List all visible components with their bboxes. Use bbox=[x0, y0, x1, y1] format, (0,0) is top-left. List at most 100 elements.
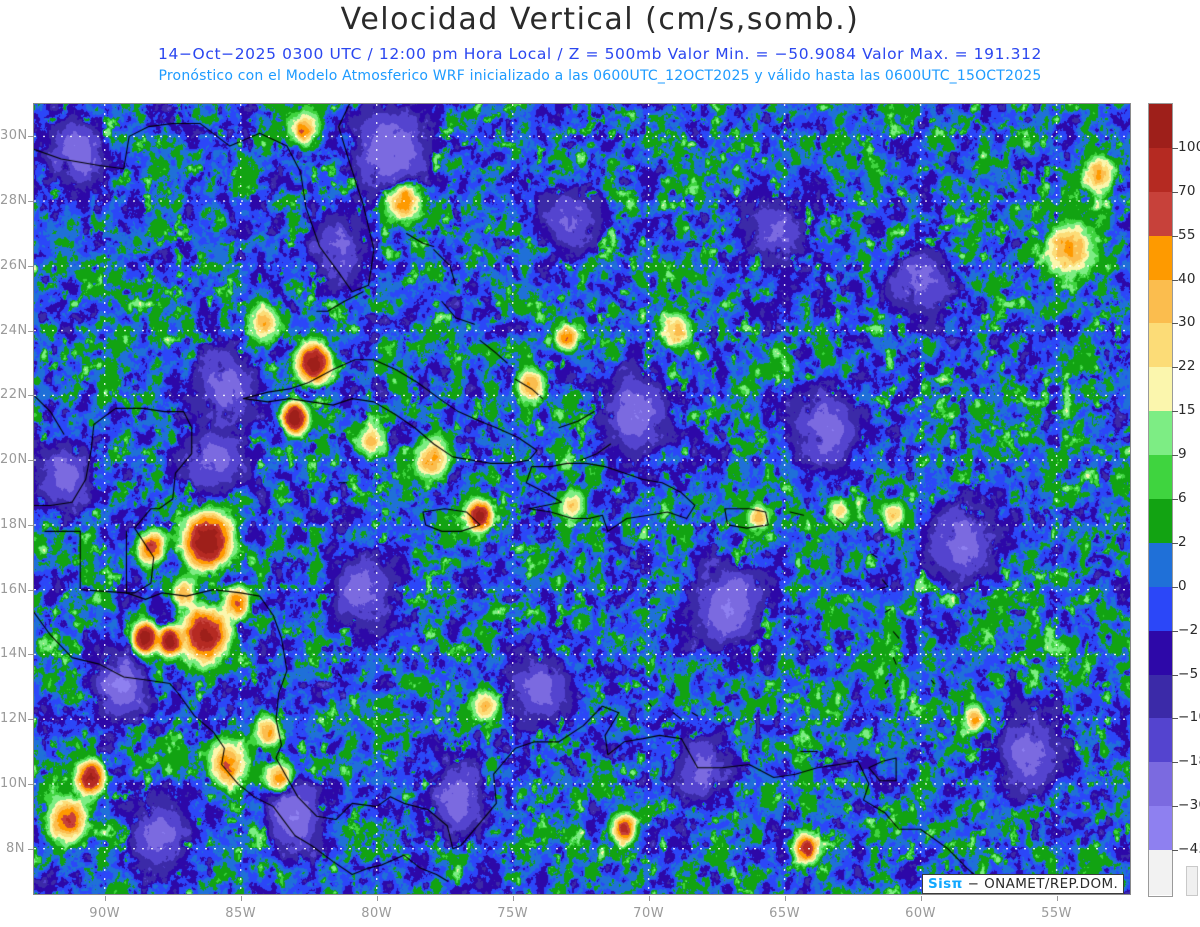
colorbar-tick bbox=[1172, 718, 1178, 720]
x-axis-label: 60W bbox=[905, 906, 937, 921]
y-axis-tick bbox=[28, 848, 33, 850]
x-axis-tick bbox=[376, 896, 378, 901]
y-axis-tick bbox=[28, 654, 33, 656]
colorbar-segment bbox=[1149, 586, 1172, 632]
colorbar-tick-label: 2 bbox=[1178, 533, 1187, 550]
colorbar-segment bbox=[1149, 279, 1172, 325]
colorbar-tick-label: 55 bbox=[1178, 226, 1196, 243]
colorbar-tick-label: 30 bbox=[1178, 314, 1196, 331]
x-axis-tick bbox=[920, 896, 922, 901]
coastline-overlay bbox=[34, 104, 1130, 894]
map-plot-area[interactable] bbox=[33, 103, 1131, 895]
colorbar[interactable] bbox=[1148, 103, 1173, 897]
x-axis-label: 80W bbox=[361, 906, 393, 921]
colorbar-tick bbox=[1172, 411, 1178, 413]
colorbar-tick-label: 15 bbox=[1178, 402, 1196, 419]
colorbar-segment bbox=[1149, 147, 1172, 193]
x-axis-tick bbox=[784, 896, 786, 901]
colorbar-tick bbox=[1172, 674, 1178, 676]
y-axis-tick bbox=[28, 719, 33, 721]
colorbar-tick-label: −18 bbox=[1178, 753, 1200, 770]
colorbar-segment bbox=[1149, 104, 1172, 149]
y-axis-label: 14N bbox=[0, 646, 28, 662]
y-axis-label: 20N bbox=[0, 452, 28, 468]
colorbar-tick bbox=[1172, 630, 1178, 632]
x-axis-label: 70W bbox=[633, 906, 665, 921]
y-axis-label: 28N bbox=[0, 193, 28, 209]
model-description-line: Pronóstico con el Modelo Atmosferico WRF… bbox=[158, 68, 1042, 84]
y-axis-tick bbox=[28, 589, 33, 591]
colorbar-segment bbox=[1149, 235, 1172, 281]
colorbar-segment bbox=[1149, 806, 1172, 851]
colorbar-segment bbox=[1149, 762, 1172, 807]
organization-label: − ONAMET/REP.DOM. bbox=[967, 876, 1119, 892]
x-axis-tick bbox=[240, 896, 242, 901]
colorbar-segment bbox=[1149, 367, 1172, 412]
x-axis-tick bbox=[1056, 896, 1058, 901]
colorbar-tick bbox=[1172, 762, 1178, 764]
y-axis-label: 10N bbox=[0, 775, 28, 791]
x-axis-tick bbox=[512, 896, 514, 901]
x-axis-label: 55W bbox=[1041, 906, 1073, 921]
colorbar-segment bbox=[1149, 455, 1172, 500]
colorbar-segment bbox=[1149, 850, 1172, 895]
forecast-metadata-line: 14−Oct−2025 0300 UTC / 12:00 pm Hora Loc… bbox=[158, 45, 1042, 63]
colorbar-tick-label: 22 bbox=[1178, 358, 1196, 375]
colorbar-tick-label: 70 bbox=[1178, 182, 1196, 199]
x-axis-label: 85W bbox=[225, 906, 257, 921]
y-axis-tick bbox=[28, 136, 33, 138]
x-axis-label: 65W bbox=[769, 906, 801, 921]
colorbar-tick bbox=[1172, 147, 1178, 149]
colorbar-tick bbox=[1172, 586, 1178, 588]
colorbar-tick bbox=[1172, 850, 1178, 852]
y-axis-label: 8N bbox=[6, 840, 25, 856]
y-axis-label: 16N bbox=[0, 581, 28, 597]
page-title: Velocidad Vertical (cm/s,somb.) bbox=[340, 2, 860, 37]
y-axis-tick bbox=[28, 265, 33, 267]
y-axis-tick bbox=[28, 524, 33, 526]
y-axis-tick bbox=[28, 201, 33, 203]
y-axis-label: 24N bbox=[0, 322, 28, 338]
colorbar-tick-label: 0 bbox=[1178, 577, 1187, 594]
colorbar-segment bbox=[1149, 630, 1172, 676]
colorbar-tick bbox=[1172, 499, 1178, 500]
colorbar-segment bbox=[1149, 542, 1172, 588]
colorbar-tick-label: 9 bbox=[1178, 446, 1187, 463]
colorbar-tick-label: 100 bbox=[1178, 138, 1200, 155]
colorbar-tick-label: −45 bbox=[1178, 841, 1200, 858]
colorbar-tick-label: −30 bbox=[1178, 797, 1200, 814]
colorbar-tick-label: 6 bbox=[1178, 490, 1187, 506]
colorbar-tick bbox=[1172, 455, 1178, 457]
colorbar-tick-label: 40 bbox=[1178, 270, 1196, 287]
x-axis-tick bbox=[648, 896, 650, 901]
colorbar-tick-label: −10 bbox=[1178, 709, 1200, 726]
colorbar-segment bbox=[1149, 411, 1172, 456]
colorbar-segment bbox=[1149, 718, 1172, 763]
colorbar-segment bbox=[1149, 674, 1172, 720]
colorbar-tick bbox=[1172, 235, 1178, 237]
colorbar-tick bbox=[1172, 806, 1178, 808]
x-axis-label: 90W bbox=[89, 906, 121, 921]
y-axis-tick bbox=[28, 330, 33, 332]
colorbar-tick bbox=[1172, 367, 1178, 369]
colorbar-segment bbox=[1149, 191, 1172, 237]
colorbar-tick bbox=[1172, 191, 1178, 193]
colorbar-segment bbox=[1149, 499, 1172, 544]
y-axis-tick bbox=[28, 460, 33, 462]
y-axis-label: 26N bbox=[0, 257, 28, 273]
colorbar-tick bbox=[1172, 279, 1178, 281]
colorbar-tick-label: −2 bbox=[1178, 621, 1199, 638]
colorbar-segment bbox=[1149, 323, 1172, 368]
y-axis-label: 18N bbox=[0, 516, 28, 532]
colorbar-tick-label: −5 bbox=[1178, 665, 1199, 682]
y-axis-label: 12N bbox=[0, 711, 28, 727]
y-axis-label: 30N bbox=[0, 128, 28, 144]
sistt-logo-text: Sisπ bbox=[928, 876, 963, 892]
y-axis-tick bbox=[28, 783, 33, 785]
x-axis-label: 75W bbox=[497, 906, 529, 921]
colorbar-tick bbox=[1172, 542, 1178, 544]
x-axis-tick bbox=[104, 896, 106, 901]
scrollbar-sliver bbox=[1186, 866, 1198, 896]
y-axis-tick bbox=[28, 395, 33, 397]
